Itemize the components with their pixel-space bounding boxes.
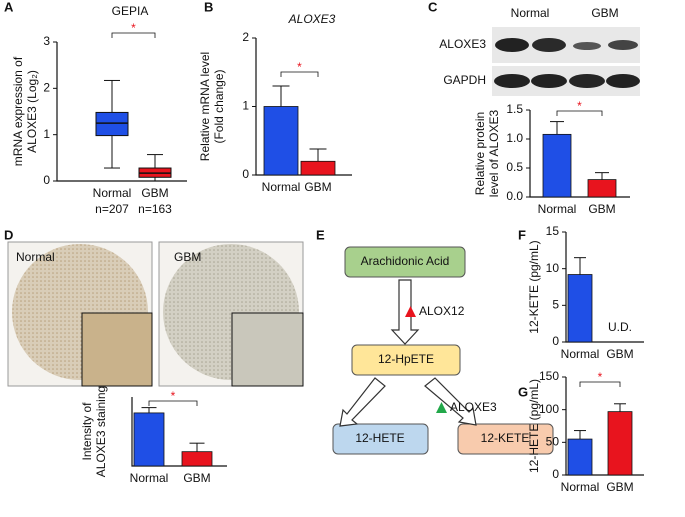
significance: * (131, 21, 136, 35)
panel-letter: D (4, 227, 13, 242)
panel-letter: A (4, 0, 14, 14)
y-tick-label: 1 (43, 127, 50, 141)
staining-images (7, 241, 304, 387)
x-tick-label: GBM (606, 480, 633, 494)
bar (607, 411, 633, 476)
x-sublabel: n=207 (95, 202, 129, 216)
box (95, 111, 129, 137)
x-tick-label: Normal (130, 471, 169, 485)
y-tick-label: 150 (539, 369, 559, 383)
y-tick-label: 1.5 (506, 102, 523, 116)
y-axis-label: 12-HETE (pg/mL) (527, 379, 541, 473)
y-tick-label: 50 (546, 435, 560, 449)
y-axis-label: (Fold change) (212, 69, 226, 143)
panel-letter: C (428, 0, 438, 14)
panel-letter: G (518, 384, 528, 399)
y-tick-label: 0 (552, 467, 559, 481)
significance-bracket (111, 32, 156, 38)
panel-letter: E (316, 227, 325, 242)
node-label: Arachidonic Acid (361, 254, 450, 268)
enzyme-label: ALOX12 (419, 304, 465, 318)
bar (542, 133, 572, 198)
x-tick-label: GBM (606, 347, 633, 361)
x-tick-label: GBM (141, 186, 168, 200)
y-tick-label: 15 (546, 224, 560, 238)
y-tick-label: 3 (43, 34, 50, 48)
y-tick-label: 2 (242, 30, 249, 44)
y-axis-label: Relative protein (473, 112, 487, 195)
bar (587, 179, 617, 198)
y-axis-label: ALOXE3 (Log₂) (25, 70, 39, 153)
significance-bracket (280, 71, 319, 77)
image-label: GBM (174, 250, 201, 264)
y-tick-label: 0 (242, 167, 249, 181)
bar (567, 274, 593, 343)
bar (133, 412, 165, 467)
bar (300, 160, 336, 176)
x-tick-label: GBM (588, 202, 615, 216)
node-label: 12-KETE (481, 431, 530, 445)
y-tick-label: 0.5 (506, 160, 523, 174)
significance: * (577, 99, 582, 113)
y-tick-label: 100 (539, 402, 559, 416)
significance-bracket (148, 400, 198, 406)
bar (181, 451, 213, 467)
y-tick-label: 0.0 (506, 189, 523, 203)
significance: * (598, 370, 603, 384)
blot-group: GBM (591, 6, 618, 20)
chart-title: GEPIA (112, 4, 149, 18)
panel-letter: F (518, 227, 526, 242)
y-axis-label: 12-KETE (pg/mL) (527, 240, 541, 333)
y-tick-label: 1 (242, 99, 249, 113)
x-tick-label: Normal (262, 180, 301, 194)
image-label: Normal (16, 250, 55, 264)
value-label: U.D. (608, 320, 632, 334)
chart-title: ALOXE3 (288, 12, 336, 26)
significance-bracket (579, 381, 621, 387)
y-tick-label: 10 (546, 261, 560, 275)
y-axis-label: mRNA expression of (11, 56, 25, 166)
y-axis-label: level of ALOXE3 (487, 109, 501, 197)
x-tick-label: GBM (183, 471, 210, 485)
axis (56, 42, 187, 182)
x-tick-label: Normal (93, 186, 132, 200)
y-tick-label: 0 (43, 173, 50, 187)
x-tick-label: Normal (561, 347, 600, 361)
significance: * (297, 60, 302, 74)
blot-group: Normal (511, 6, 550, 20)
y-tick-label: 5 (552, 298, 559, 312)
panel-letter: B (204, 0, 213, 14)
bar (263, 106, 299, 176)
pathway (332, 246, 554, 455)
node-label: 12-HETE (355, 431, 404, 445)
x-tick-label: Normal (561, 480, 600, 494)
significance: * (171, 389, 176, 403)
y-axis-label: Intensity of (80, 402, 94, 461)
y-axis-label: Relative mRNA level (198, 52, 212, 161)
blot-row: ALOXE3 (439, 37, 486, 51)
y-axis-label: ALOXE3 staining (94, 386, 108, 477)
y-tick-label: 2 (43, 81, 50, 95)
y-tick-label: 0 (552, 334, 559, 348)
node-label: 12-HpETE (378, 352, 434, 366)
bar (567, 438, 593, 476)
x-sublabel: n=163 (138, 202, 172, 216)
significance-bracket (556, 110, 603, 116)
x-tick-label: Normal (538, 202, 577, 216)
x-tick-label: GBM (304, 180, 331, 194)
blot (492, 27, 640, 96)
enzyme-label: ALOXE3 (450, 400, 497, 414)
y-tick-label: 1.0 (506, 131, 523, 145)
blot-row: GAPDH (443, 73, 486, 87)
